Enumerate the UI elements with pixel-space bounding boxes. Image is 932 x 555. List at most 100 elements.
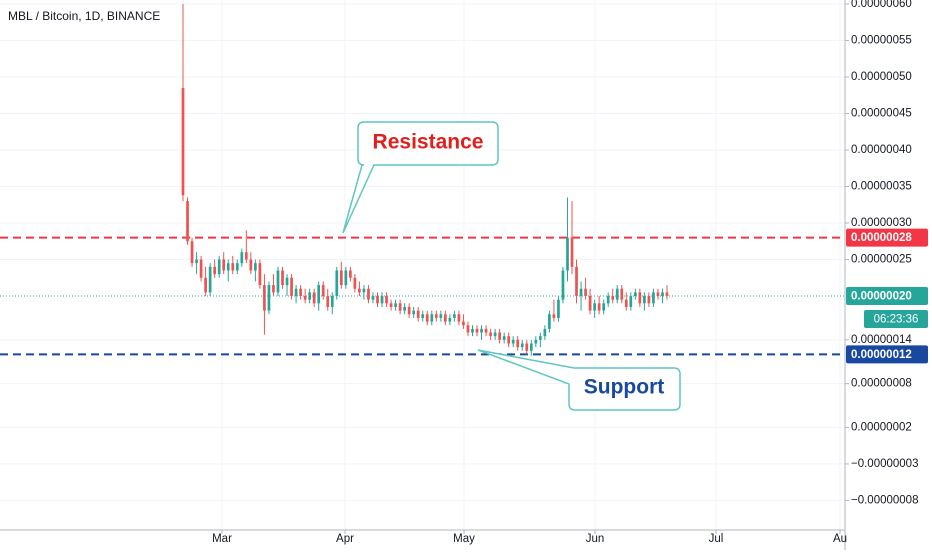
- candle-body: [471, 328, 474, 333]
- candle-body: [561, 270, 565, 300]
- price-label-box: [846, 228, 928, 247]
- candle-body: [412, 310, 416, 315]
- candle-body: [434, 314, 438, 318]
- candle-body: [330, 296, 334, 307]
- candle-body: [335, 270, 339, 297]
- candle-body: [235, 263, 239, 271]
- candle-body: [620, 288, 624, 300]
- candle-body: [380, 296, 384, 304]
- x-tick-label: Mar: [212, 533, 232, 545]
- x-tick-label: May: [453, 533, 475, 545]
- candle-body: [457, 314, 461, 322]
- candle-body: [425, 314, 429, 322]
- candle-body: [389, 303, 393, 307]
- candle-body: [584, 288, 587, 297]
- y-tick-label: 0.00000045: [851, 108, 912, 120]
- candle-body: [190, 241, 194, 264]
- candle-body: [538, 336, 542, 340]
- price-label: 0.00000028: [851, 232, 912, 244]
- candle-body: [385, 296, 388, 304]
- y-tick-label: 0.00000025: [851, 254, 912, 266]
- candle-body: [358, 288, 361, 293]
- candle-body: [606, 296, 610, 304]
- candle-body: [466, 325, 470, 333]
- y-tick-label: 0.00000030: [851, 217, 912, 229]
- price-label-box: [846, 287, 928, 306]
- candle-body: [557, 299, 560, 318]
- candle-body: [534, 339, 538, 344]
- candle-body: [403, 306, 407, 311]
- candle-body: [208, 266, 212, 293]
- candle-body: [566, 237, 569, 271]
- candle-body: [312, 292, 316, 304]
- y-tick-label: 0.00000008: [851, 378, 912, 390]
- candle-body: [353, 277, 357, 289]
- candle-body: [308, 292, 312, 300]
- y-tick-label: −0.00000003: [851, 458, 918, 470]
- candle-body: [543, 328, 547, 337]
- y-tick-label: 0.00000055: [851, 35, 912, 47]
- candle-body: [493, 332, 497, 337]
- candle-body: [520, 343, 524, 348]
- candle-body: [254, 263, 257, 271]
- candle-body: [498, 332, 501, 340]
- candle-body: [195, 259, 198, 264]
- candle-body: [416, 310, 420, 318]
- candle-body: [317, 285, 321, 304]
- candle-body: [656, 292, 660, 297]
- candle-body: [525, 343, 529, 351]
- candle-body: [629, 296, 633, 307]
- candle-body: [439, 314, 443, 318]
- candle-body: [443, 314, 447, 322]
- candle-body: [453, 314, 456, 318]
- candle-body: [624, 299, 628, 307]
- countdown-box: [864, 310, 928, 329]
- candle-body: [181, 87, 185, 196]
- candle-body: [611, 296, 615, 300]
- candle-body: [267, 285, 271, 311]
- candle-body: [213, 266, 217, 275]
- candle-body: [186, 201, 189, 242]
- candle-body: [597, 303, 601, 311]
- candle-body: [529, 343, 533, 351]
- candle-body: [290, 277, 293, 297]
- candle-body: [276, 270, 280, 293]
- candle-body: [394, 303, 397, 307]
- candle-body: [217, 259, 221, 275]
- candle-body: [398, 303, 402, 311]
- candle-body: [484, 328, 488, 333]
- x-tick-label: Jul: [709, 533, 724, 545]
- candle-body: [281, 270, 284, 286]
- candle-body: [244, 252, 248, 260]
- candle-body: [593, 303, 596, 311]
- candle-body: [326, 296, 330, 307]
- x-tick-label: Apr: [336, 533, 354, 545]
- candle-body: [661, 292, 664, 297]
- candle-body: [552, 314, 556, 318]
- candle-body: [602, 303, 606, 311]
- candle-body: [502, 336, 506, 340]
- candle-body: [226, 263, 230, 271]
- x-tick-label: Au: [833, 533, 847, 545]
- candle-body: [362, 288, 366, 293]
- countdown: 06:23:36: [874, 314, 919, 326]
- candle-body: [344, 270, 348, 286]
- y-tick-label: 0.00000035: [851, 181, 912, 193]
- candle-body: [240, 252, 244, 264]
- candle-body: [367, 288, 370, 300]
- candle-body: [285, 277, 289, 286]
- grid: [0, 0, 849, 534]
- candle-body: [376, 296, 379, 304]
- candle-body: [475, 328, 479, 333]
- candle-body: [204, 277, 207, 293]
- candle-body: [321, 285, 325, 297]
- candle-body: [263, 285, 266, 311]
- candle-body: [272, 285, 275, 293]
- resistance-callout: [342, 121, 499, 234]
- support-callout: [477, 349, 681, 411]
- candle-body: [548, 314, 551, 329]
- candle-body: [231, 263, 235, 271]
- candle-body: [511, 339, 515, 344]
- price-label-box: [846, 345, 928, 364]
- candle-body: [448, 317, 452, 322]
